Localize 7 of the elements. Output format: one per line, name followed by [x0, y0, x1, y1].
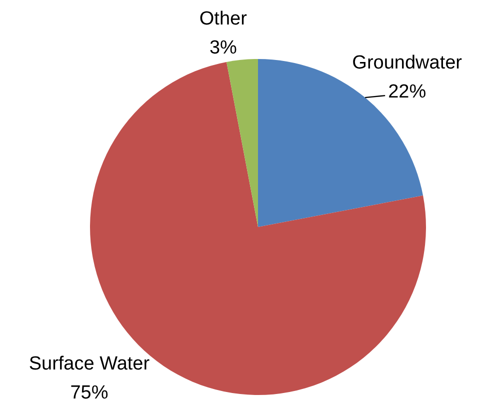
data-label: 75%: [70, 382, 108, 404]
slice-label: Groundwater: [352, 52, 463, 74]
slice-label: Surface Water: [28, 354, 150, 375]
pie-slice: [226, 59, 258, 227]
data-label: 3%: [209, 38, 238, 59]
slice-label: Other: [199, 8, 248, 30]
data-label: 22%: [388, 82, 426, 103]
